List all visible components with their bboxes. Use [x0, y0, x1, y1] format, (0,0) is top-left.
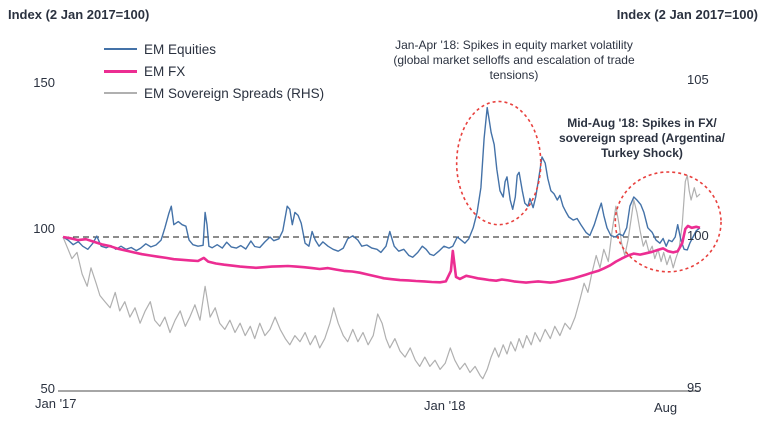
em-fx-line-swatch-icon	[104, 69, 137, 73]
left-axis-tick-100: 100	[33, 221, 55, 236]
series-line-em-sovereign-spreads-rhs-	[62, 174, 701, 380]
series-line-em-equities	[62, 106, 701, 258]
right-axis-tick-105: 105	[687, 72, 709, 87]
annotation-fx-sovereign-shock-line3: Turkey Shock)	[601, 146, 683, 160]
legend-item-em-fx: EM FX	[104, 60, 324, 82]
annotation-equity-volatility-line2: (global market selloffs and escalation o…	[393, 53, 635, 67]
right-axis-title: Index (2 Jan 2017=100)	[616, 7, 758, 22]
x-axis-label-jan-17: Jan '17	[35, 396, 77, 411]
em-equities-line-swatch-icon	[104, 48, 137, 50]
em-sovereign-spreads-line-swatch-icon	[104, 92, 137, 94]
annotation-fx-sovereign-shock-line1: Mid-Aug '18: Spikes in FX/	[567, 116, 717, 130]
legend-label-em-equities: EM Equities	[144, 41, 217, 57]
legend-label-em-sovereign-spreads: EM Sovereign Spreads (RHS)	[144, 85, 325, 101]
x-axis-label-aug: Aug	[654, 400, 678, 415]
legend: EM Equities EM FX EM Sovereign Spreads (…	[104, 38, 324, 104]
annotation-equity-volatility: Jan-Apr '18: Spikes in equity market vol…	[368, 38, 660, 83]
legend-label-em-fx: EM FX	[144, 63, 186, 79]
legend-item-em-equities: EM Equities	[104, 38, 324, 60]
series-line-em-fx	[62, 224, 701, 284]
left-axis-tick-50: 50	[40, 381, 55, 396]
x-axis-label-jan-18: Jan '18	[424, 398, 466, 413]
annotation-fx-sovereign-shock: Mid-Aug '18: Spikes in FX/ sovereign spr…	[556, 116, 728, 161]
left-axis-title: Index (2 Jan 2017=100)	[8, 7, 150, 22]
right-axis-tick-95: 95	[687, 380, 702, 395]
left-axis-tick-150: 150	[33, 75, 55, 90]
annotation-fx-sovereign-shock-line2: sovereign spread (Argentina/	[558, 131, 726, 145]
annotation-equity-volatility-line3: tensions)	[489, 68, 539, 82]
highlight-ellipse-2	[614, 171, 722, 273]
legend-item-em-sovereign-spreads: EM Sovereign Spreads (RHS)	[104, 82, 324, 104]
right-axis-tick-100: 100	[687, 228, 709, 243]
annotation-equity-volatility-line1: Jan-Apr '18: Spikes in equity market vol…	[395, 38, 633, 52]
highlight-ellipse-1	[455, 100, 542, 226]
